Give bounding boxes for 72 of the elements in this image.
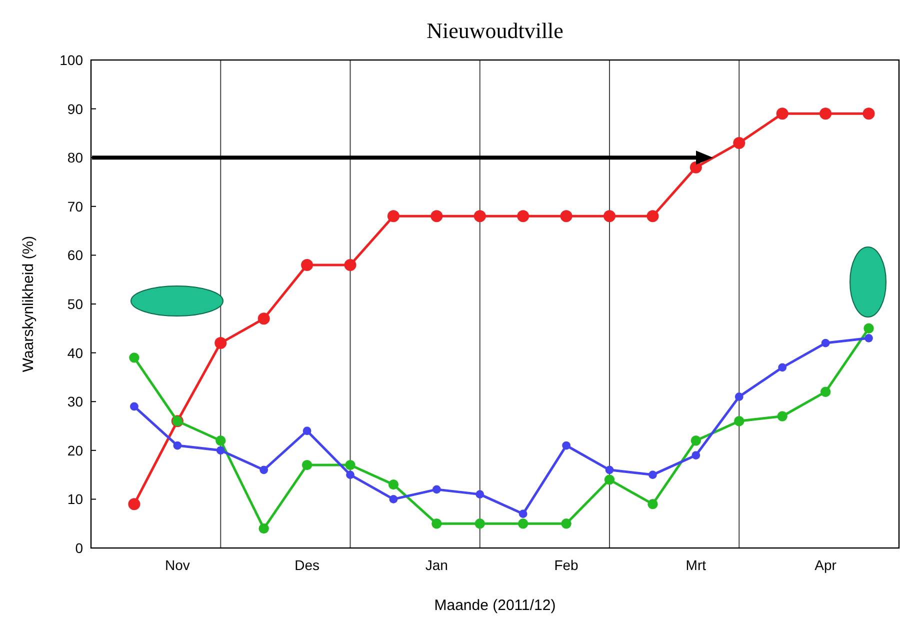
x-tick-label: Apr — [814, 557, 837, 573]
y-tick-label: 100 — [60, 52, 84, 68]
point — [562, 441, 570, 450]
y-tick-label: 0 — [75, 540, 84, 556]
y-tick-label: 30 — [67, 394, 84, 410]
point — [648, 470, 657, 479]
point — [344, 258, 356, 271]
point — [560, 210, 572, 222]
y-tick-label: 10 — [67, 491, 84, 508]
y-tick-label: 70 — [67, 198, 84, 214]
point — [130, 402, 138, 411]
x-tick-label: Mrt — [686, 557, 706, 573]
point — [388, 479, 399, 490]
point — [733, 136, 746, 149]
point — [258, 523, 269, 534]
y-axis-title: Waarskynlikheid (%) — [20, 236, 37, 372]
y-tick-label: 40 — [67, 344, 84, 361]
point — [605, 466, 614, 474]
point — [518, 518, 528, 529]
point — [778, 363, 787, 372]
point — [476, 490, 484, 499]
point — [387, 210, 400, 222]
point — [820, 386, 831, 397]
point — [518, 510, 528, 518]
point — [734, 392, 744, 401]
point — [821, 338, 830, 348]
point — [260, 466, 268, 474]
x-axis-title: Maande (2011/12) — [434, 597, 556, 614]
point — [734, 416, 744, 426]
point — [301, 258, 314, 271]
point — [692, 451, 700, 460]
x-tick-label: Jan — [425, 557, 448, 573]
point — [346, 470, 354, 479]
point — [258, 312, 270, 325]
point — [302, 426, 312, 436]
point — [820, 108, 832, 120]
point — [862, 108, 875, 120]
point — [776, 108, 788, 120]
y-tick-label: 80 — [67, 150, 84, 166]
x-tick-label: Feb — [554, 557, 579, 573]
point — [129, 352, 140, 363]
y-tick-label: 20 — [67, 442, 84, 458]
y-tick-label: 90 — [67, 100, 84, 117]
x-tick-label: Nov — [164, 557, 190, 573]
point — [432, 485, 441, 494]
point — [690, 161, 702, 174]
point — [864, 334, 873, 342]
point — [474, 518, 485, 529]
point — [646, 210, 659, 222]
point — [604, 474, 615, 485]
point — [430, 210, 443, 222]
point — [345, 460, 356, 470]
point — [214, 337, 227, 350]
chart-title: Nieuwoudtville — [426, 18, 564, 43]
y-tick-label: 50 — [67, 296, 84, 312]
point — [648, 498, 658, 510]
point — [216, 446, 225, 455]
point — [389, 495, 398, 504]
point — [302, 460, 312, 470]
point — [432, 518, 442, 529]
point — [777, 411, 788, 422]
point — [561, 518, 572, 529]
point — [128, 498, 140, 510]
point — [173, 441, 182, 450]
point — [216, 436, 226, 446]
x-tick-label: Des — [294, 557, 320, 573]
point — [864, 323, 874, 334]
point — [604, 210, 616, 222]
point — [474, 210, 486, 222]
y-tick-label: 60 — [67, 247, 84, 264]
point — [517, 210, 530, 222]
point — [690, 436, 702, 446]
